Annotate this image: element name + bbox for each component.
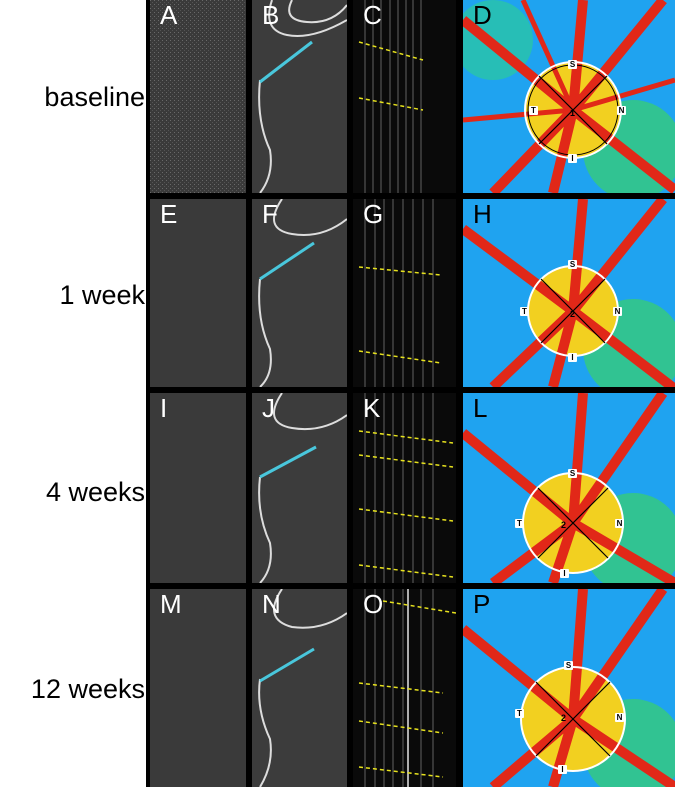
- grid-label-temporal: T: [515, 519, 524, 528]
- panel-c-kymograph: C: [353, 0, 456, 193]
- panel-f-scan: F: [252, 199, 347, 387]
- grid-label-superior: S: [568, 469, 577, 478]
- panel-label-j: J: [262, 393, 275, 423]
- panel-i-scan: I: [150, 393, 246, 583]
- panel-label-d: D: [473, 0, 492, 30]
- panel-n-scan: N: [252, 589, 347, 787]
- panel-label-g: G: [363, 199, 384, 229]
- grid-label-nasal: N: [615, 519, 624, 528]
- panel-label-e: E: [160, 199, 178, 229]
- panel-e-scan: E: [150, 199, 246, 387]
- grid-center-number: 2: [561, 713, 567, 723]
- grid-center-number: 2: [570, 309, 576, 319]
- panel-j-scan: J: [252, 393, 347, 583]
- grid-label-superior: S: [568, 260, 577, 269]
- panel-m-scan: M: [150, 589, 246, 787]
- grid-label-temporal: T: [520, 307, 529, 316]
- panel-b-scan: B: [252, 0, 347, 193]
- panel-label-c: C: [363, 0, 382, 30]
- panel-p-angiography: P S I T N 2: [463, 589, 675, 787]
- grid-label-nasal: N: [615, 713, 624, 722]
- row-label-baseline: baseline: [44, 82, 145, 112]
- grid-label-superior: S: [564, 661, 573, 670]
- grid-label-inferior: I: [560, 569, 569, 578]
- panel-label-f: F: [262, 199, 278, 229]
- grid-label-temporal: T: [529, 106, 538, 115]
- grid-label-inferior: I: [568, 353, 577, 362]
- panel-label-i: I: [160, 393, 168, 423]
- grid-label-temporal: T: [515, 709, 524, 718]
- panel-label-h: H: [473, 199, 492, 229]
- panel-l-angiography: L S I T N 2: [463, 393, 675, 583]
- grid-label-inferior: I: [568, 154, 577, 163]
- panel-k-kymograph: K: [353, 393, 456, 583]
- panel-label-a: A: [160, 0, 178, 30]
- row-label-12-weeks: 12 weeks: [30, 674, 145, 704]
- panel-label-o: O: [363, 589, 384, 619]
- panel-label-p: P: [473, 589, 491, 619]
- panel-g-kymograph: G: [353, 199, 456, 387]
- panel-label-n: N: [262, 589, 281, 619]
- row-label-1-week: 1 week: [59, 280, 145, 310]
- panel-label-m: M: [160, 589, 182, 619]
- panel-o-kymograph: O: [353, 589, 456, 787]
- panel-a-scan: A: [150, 0, 246, 193]
- panel-label-b: B: [262, 0, 280, 30]
- grid-center-number: 2: [561, 520, 567, 530]
- panel-d-angiography: D S I T N 1: [463, 0, 675, 193]
- grid-label-superior: S: [568, 60, 577, 69]
- panel-label-k: K: [363, 393, 381, 423]
- panel-h-angiography: H S I T N 2: [463, 199, 675, 387]
- row-label-4-weeks: 4 weeks: [45, 477, 145, 507]
- grid-label-inferior: I: [558, 765, 567, 774]
- grid-center-number: 1: [570, 108, 576, 118]
- panel-label-l: L: [473, 393, 488, 423]
- grid-label-nasal: N: [613, 307, 622, 316]
- grid-label-nasal: N: [617, 106, 626, 115]
